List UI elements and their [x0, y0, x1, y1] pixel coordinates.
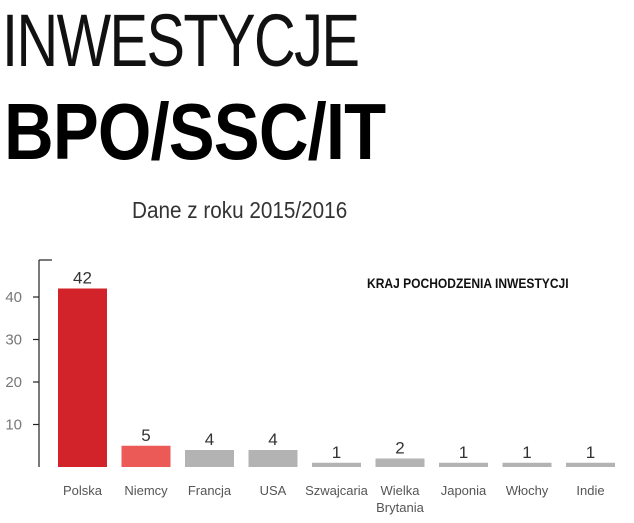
data-label: 1 [522, 443, 531, 462]
data-label: 4 [205, 430, 214, 449]
data-label: 1 [332, 443, 341, 462]
y-axis: 10 20 30 40 [5, 259, 52, 467]
bars [58, 288, 615, 467]
x-tick-label: Polska [63, 483, 103, 498]
bar [375, 458, 425, 467]
data-labels: 42 5 4 4 1 2 1 1 1 [73, 269, 595, 462]
page-subtitle-heading: BPO/SSC/IT [4, 87, 386, 176]
bar [185, 450, 234, 467]
x-tick-label: Niemcy [124, 483, 168, 498]
data-label: 2 [395, 439, 404, 458]
x-tick-label: Japonia [441, 483, 487, 498]
x-tick-label: Francja [188, 483, 232, 498]
x-axis-labels: Polska Niemcy Francja USA Szwajcaria Wielka Br… [63, 483, 605, 515]
x-tick-label: USA [260, 483, 287, 498]
bar-chart: 10 20 30 40 42 5 4 4 1 2 1 1 1 Polska Niemcy Francja U… [5, 259, 615, 515]
y-tick-label: 10 [5, 417, 22, 434]
x-tick-label: Indie [576, 483, 604, 498]
bar [312, 462, 361, 467]
chart-title: KRAJ POCHODZENIA INWESTYCJI [367, 275, 569, 291]
data-label: 4 [268, 430, 277, 449]
y-tick-label: 40 [5, 289, 22, 306]
data-year-caption: Dane z roku 2015/2016 [132, 197, 348, 223]
bar [502, 462, 552, 467]
bar [121, 445, 171, 467]
data-label: 5 [141, 426, 150, 445]
bar [566, 462, 615, 467]
bar [439, 462, 488, 467]
x-tick-label: Szwajcaria [305, 483, 369, 498]
data-label: 1 [459, 443, 468, 462]
y-tick-label: 20 [5, 374, 22, 391]
x-tick-label: Wielka Brytania [376, 483, 424, 515]
bar [58, 288, 107, 467]
page-title: INWESTYCJE [2, 0, 360, 82]
data-label: 42 [73, 269, 92, 288]
x-tick-label: Włochy [506, 483, 549, 498]
data-label: 1 [586, 443, 595, 462]
bar [248, 450, 298, 467]
y-tick-label: 30 [5, 332, 22, 349]
